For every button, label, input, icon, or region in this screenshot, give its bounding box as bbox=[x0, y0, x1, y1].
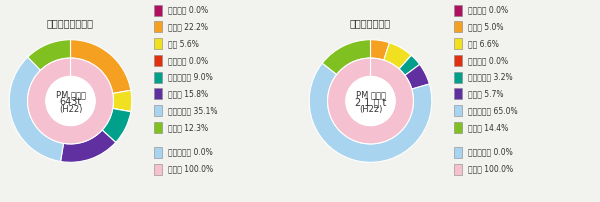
Text: 特殊車 12.3%: 特殊車 12.3% bbox=[169, 123, 208, 132]
Text: 小型貨物車 9.0%: 小型貨物車 9.0% bbox=[169, 73, 213, 82]
Text: (H22): (H22) bbox=[359, 105, 382, 114]
Text: 軽油計 100.0%: 軽油計 100.0% bbox=[469, 165, 514, 174]
Text: (H22): (H22) bbox=[59, 105, 82, 114]
FancyBboxPatch shape bbox=[154, 147, 163, 158]
FancyBboxPatch shape bbox=[154, 4, 163, 16]
Wedge shape bbox=[328, 58, 413, 144]
FancyBboxPatch shape bbox=[154, 122, 163, 133]
Text: 小型貨物車 3.2%: 小型貨物車 3.2% bbox=[469, 73, 513, 82]
Text: PM 排出量: PM 排出量 bbox=[56, 90, 86, 99]
FancyBboxPatch shape bbox=[154, 21, 163, 32]
Text: ガソリン計 0.0%: ガソリン計 0.0% bbox=[469, 148, 513, 157]
Text: バス 6.6%: バス 6.6% bbox=[469, 39, 499, 48]
FancyBboxPatch shape bbox=[154, 164, 163, 175]
Text: 軽乗用車 0.0%: 軽乗用車 0.0% bbox=[469, 6, 508, 15]
FancyBboxPatch shape bbox=[454, 72, 463, 83]
FancyBboxPatch shape bbox=[454, 105, 463, 116]
Wedge shape bbox=[102, 108, 131, 142]
Text: 軽貨物車 0.0%: 軽貨物車 0.0% bbox=[169, 56, 208, 65]
FancyBboxPatch shape bbox=[454, 21, 463, 32]
Text: 普通貨物車 35.1%: 普通貨物車 35.1% bbox=[169, 106, 218, 115]
Wedge shape bbox=[28, 58, 113, 144]
Wedge shape bbox=[61, 130, 116, 162]
Wedge shape bbox=[28, 40, 71, 70]
Text: 特殊車 14.4%: 特殊車 14.4% bbox=[469, 123, 509, 132]
Title: ホットスタート: ホットスタート bbox=[350, 18, 391, 28]
FancyBboxPatch shape bbox=[454, 147, 463, 158]
Text: バス 5.6%: バス 5.6% bbox=[169, 39, 199, 48]
FancyBboxPatch shape bbox=[154, 88, 163, 100]
Wedge shape bbox=[371, 40, 389, 60]
Text: 軽乗用車 0.0%: 軽乗用車 0.0% bbox=[169, 6, 208, 15]
Wedge shape bbox=[322, 40, 371, 75]
Text: 乗用車 5.0%: 乗用車 5.0% bbox=[469, 22, 504, 31]
Wedge shape bbox=[9, 57, 64, 161]
FancyBboxPatch shape bbox=[154, 38, 163, 49]
Wedge shape bbox=[399, 55, 412, 69]
Text: 2.1 万 t: 2.1 万 t bbox=[355, 97, 386, 107]
Wedge shape bbox=[71, 40, 131, 94]
Circle shape bbox=[346, 77, 395, 125]
Text: 643t: 643t bbox=[59, 97, 82, 107]
FancyBboxPatch shape bbox=[154, 105, 163, 116]
Text: 軽油計 100.0%: 軽油計 100.0% bbox=[169, 165, 214, 174]
Wedge shape bbox=[405, 64, 430, 89]
Wedge shape bbox=[399, 55, 419, 75]
Text: 貨客車 15.8%: 貨客車 15.8% bbox=[169, 89, 208, 98]
FancyBboxPatch shape bbox=[154, 72, 163, 83]
Text: 普通貨物車 65.0%: 普通貨物車 65.0% bbox=[469, 106, 518, 115]
Text: PM 排出量: PM 排出量 bbox=[355, 90, 386, 99]
FancyBboxPatch shape bbox=[154, 55, 163, 66]
Text: ガソリン計 0.0%: ガソリン計 0.0% bbox=[169, 148, 213, 157]
Wedge shape bbox=[113, 108, 131, 112]
Circle shape bbox=[46, 77, 95, 125]
FancyBboxPatch shape bbox=[454, 55, 463, 66]
Text: 貨客車 5.7%: 貨客車 5.7% bbox=[469, 89, 504, 98]
Wedge shape bbox=[384, 43, 412, 69]
FancyBboxPatch shape bbox=[454, 122, 463, 133]
FancyBboxPatch shape bbox=[454, 4, 463, 16]
Title: コールドスタート: コールドスタート bbox=[47, 18, 94, 28]
FancyBboxPatch shape bbox=[454, 164, 463, 175]
Text: 軽貨物車 0.0%: 軽貨物車 0.0% bbox=[469, 56, 508, 65]
FancyBboxPatch shape bbox=[454, 88, 463, 100]
Text: 乗用車 22.2%: 乗用車 22.2% bbox=[169, 22, 208, 31]
Wedge shape bbox=[113, 90, 132, 112]
FancyBboxPatch shape bbox=[454, 38, 463, 49]
Wedge shape bbox=[309, 63, 432, 162]
